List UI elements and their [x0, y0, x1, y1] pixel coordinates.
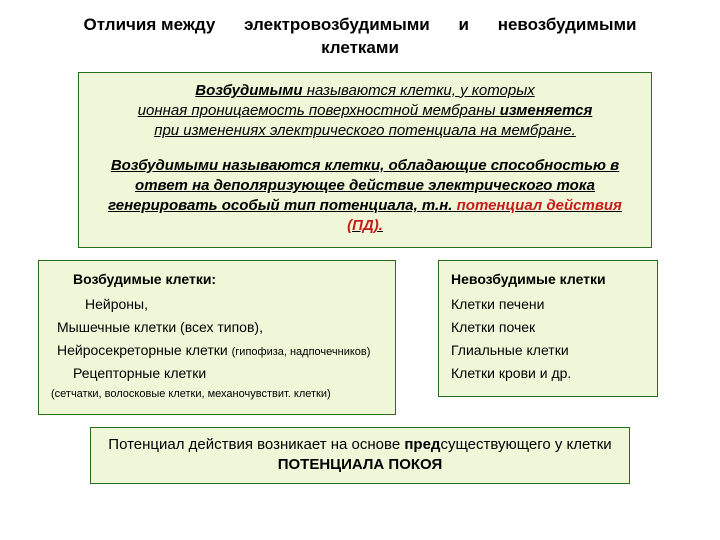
title-part: электровозбудимыми	[244, 15, 430, 34]
list-item: Мышечные клетки (всех типов),	[51, 317, 383, 338]
def-lead: Возбудимыми	[195, 82, 302, 99]
list-item: Глиальные клетки	[451, 340, 645, 361]
title-part: и	[459, 15, 469, 34]
footer-text: Потенциал действия возникает на основе	[108, 436, 404, 453]
columns-row: Возбудимые клетки: Нейроны, Мышечные кле…	[38, 260, 684, 416]
def-text: ионная проницаемость поверхностной мембр…	[138, 102, 500, 119]
def-text: при изменениях электрического потенциала…	[154, 122, 576, 139]
definition-box: Возбудимыми называются клетки, у которых…	[78, 72, 652, 248]
footer-bold: ПОТЕНЦИАЛА ПОКОЯ	[278, 456, 443, 473]
list-head: Невозбудимые клетки	[451, 269, 645, 290]
list-head: Возбудимые клетки:	[51, 269, 383, 290]
list-item: Клетки почек	[451, 317, 645, 338]
title-part: Отличия между	[83, 15, 215, 34]
title-part: клетками	[321, 38, 399, 57]
non-excitable-cells-box: Невозбудимые клетки Клетки печени Клетки…	[438, 260, 658, 397]
definition-para-1: Возбудимыми называются клетки, у которых…	[93, 81, 637, 142]
list-item: Нейроны,	[51, 294, 383, 315]
def-text: изменяется	[500, 102, 593, 119]
list-item: Клетки печени	[451, 294, 645, 315]
page-title: Отличия между электровозбудимыми и невоз…	[0, 0, 720, 68]
list-item: Рецепторные клетки	[51, 363, 383, 384]
list-item-sub: (гипофиза, надпочечников)	[232, 346, 371, 358]
title-part: невозбудимыми	[498, 15, 637, 34]
list-item-text: Нейросекреторные клетки	[57, 342, 232, 358]
list-item: Клетки крови и др.	[451, 363, 645, 384]
list-item: Нейросекреторные клетки (гипофиза, надпо…	[51, 340, 383, 361]
def-text: называются клетки, у которых	[303, 82, 535, 99]
excitable-cells-box: Возбудимые клетки: Нейроны, Мышечные кле…	[38, 260, 396, 416]
definition-para-2: Возбудимыми называются клетки, обладающи…	[93, 156, 637, 237]
footer-bold: пред	[404, 436, 440, 453]
list-item-sub: (сетчатки, волосковые клетки, механочувс…	[51, 386, 383, 403]
footer-box: Потенциал действия возникает на основе п…	[90, 427, 630, 484]
footer-text: существующего у клетки	[440, 436, 611, 453]
